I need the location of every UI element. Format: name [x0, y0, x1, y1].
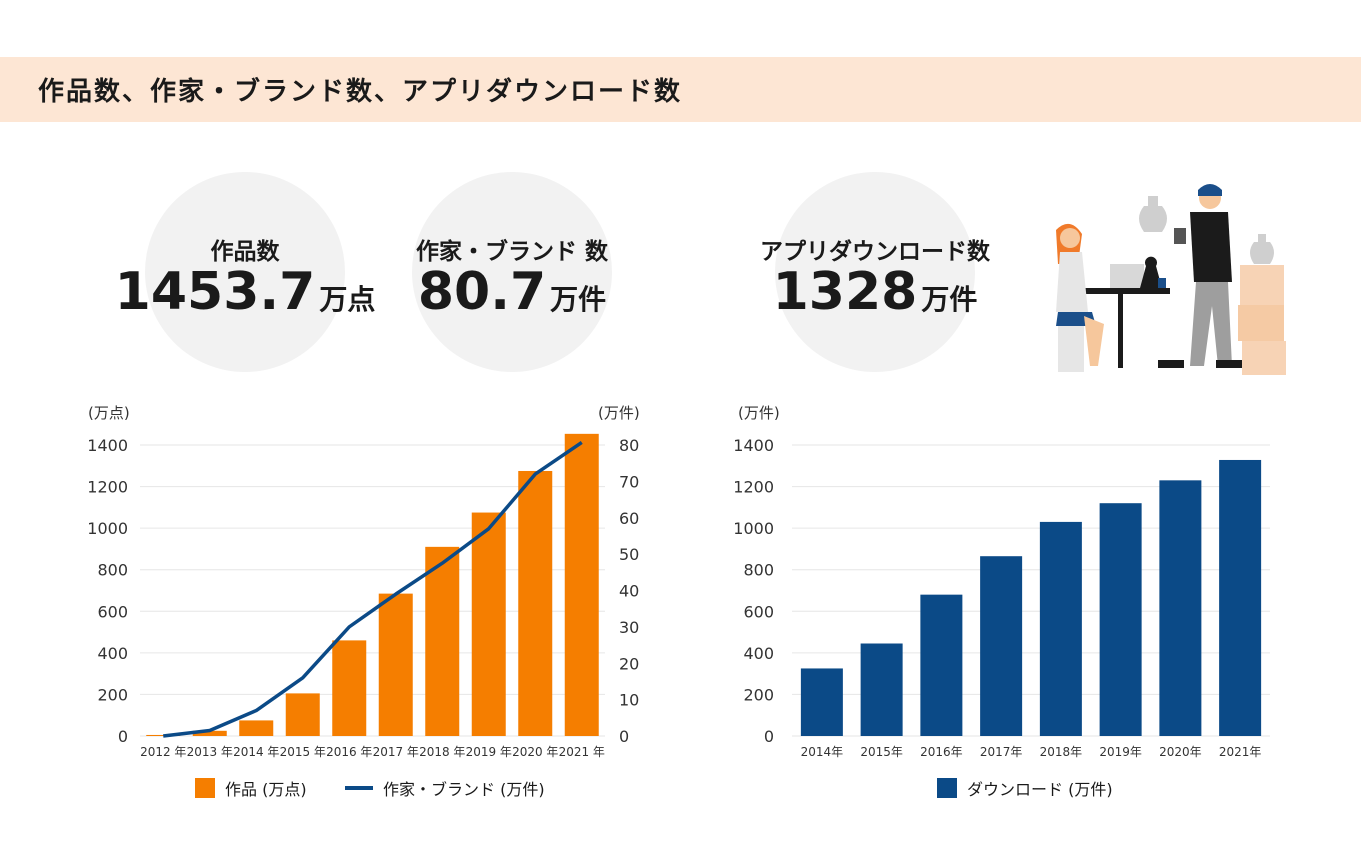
- x-tick-label: 2021 年: [559, 745, 605, 759]
- stat-circle-creators: [412, 172, 612, 372]
- stat-circle-works: [145, 172, 345, 372]
- works-creators-chart: 0 200 400 600 800 1000 1200 1400 0 10 20 30 40 50 60 70…: [87, 404, 640, 759]
- stat-value-downloads: 1328 万件: [735, 262, 1015, 322]
- illustration: [1056, 184, 1286, 375]
- stat-label-downloads: アプリダウンロード数: [760, 239, 990, 265]
- y-right-axis-label: (万件): [598, 404, 640, 422]
- y-tick-label: 800: [743, 561, 774, 580]
- stat-value-creators: 80.7 万件: [387, 262, 637, 322]
- y-right-tick-label: 50: [619, 545, 639, 564]
- y-right-tick-label: 80: [619, 436, 639, 455]
- page-title: 作品数、作家・ブランド数、アプリダウンロード数: [38, 77, 683, 107]
- bar-works: [332, 640, 367, 736]
- x-tick-label: 2020年: [1159, 745, 1202, 759]
- bar-downloads: [1039, 521, 1082, 736]
- y-left-tick-label: 800: [97, 561, 128, 580]
- y-tick-label: 1400: [733, 436, 774, 455]
- stat-number-creators: 80.7: [417, 262, 547, 322]
- x-tick-label: 2017 年: [373, 745, 419, 759]
- stat-unit-works: 万点: [319, 283, 376, 316]
- x-tick-label: 2016 年: [326, 745, 372, 759]
- x-tick-label: 2018 年: [419, 745, 465, 759]
- legend-downloads: ダウンロード (万件): [937, 776, 1113, 800]
- x-tick-label: 2013 年: [187, 745, 233, 759]
- stat-value-works: 1453.7 万点: [110, 262, 380, 322]
- x-tick-label: 2012 年: [140, 745, 186, 759]
- y-tick-label: 1000: [733, 519, 774, 538]
- bar-works: [518, 470, 553, 736]
- y-axis-label: (万件): [738, 404, 780, 422]
- legend-line-creators: [345, 786, 373, 790]
- bar-works: [471, 512, 506, 736]
- x-tick-label: 2018年: [1040, 745, 1083, 759]
- stat-number-downloads: 1328: [772, 262, 918, 322]
- stat-circle-downloads: [775, 172, 975, 372]
- stat-label-works: 作品数: [210, 239, 280, 265]
- bar-downloads: [800, 668, 843, 736]
- y-right-tick-label: 60: [619, 509, 639, 528]
- legend-label-downloads: ダウンロード (万件): [967, 780, 1113, 799]
- x-tick-label: 2014年: [801, 745, 844, 759]
- y-left-tick-label: 1200: [87, 478, 128, 497]
- bar-works: [285, 693, 320, 736]
- bar-downloads: [920, 594, 963, 736]
- x-tick-label: 2021年: [1219, 745, 1262, 759]
- stat-unit-downloads: 万件: [921, 283, 978, 316]
- x-tick-label: 2017年: [980, 745, 1023, 759]
- legend-works: 作品 (万点): [195, 776, 307, 800]
- legend-creators: 作家・ブランド (万件): [345, 776, 545, 800]
- header-banner: 作品数、作家・ブランド数、アプリダウンロード数: [0, 57, 1361, 122]
- y-right-tick-label: 0: [619, 727, 629, 746]
- stat-label-creators: 作家・ブランド 数: [415, 239, 608, 265]
- x-tick-label: 2014 年: [233, 745, 279, 759]
- y-left-tick-label: 400: [97, 644, 128, 663]
- stat-unit-creators: 万件: [550, 283, 607, 316]
- line-creators: [163, 441, 583, 738]
- bar-downloads: [1099, 503, 1142, 736]
- bar-works: [425, 546, 460, 736]
- y-left-tick-label: 0: [118, 727, 128, 746]
- x-tick-label: 2020 年: [512, 745, 558, 759]
- y-tick-label: 1200: [733, 478, 774, 497]
- y-right-tick-label: 20: [619, 654, 639, 673]
- bar-downloads: [980, 556, 1023, 736]
- y-left-tick-label: 1000: [87, 519, 128, 538]
- bar-works: [378, 593, 413, 736]
- legend-label-creators: 作家・ブランド (万件): [383, 780, 545, 799]
- legend-swatch-works: [195, 778, 215, 798]
- y-left-tick-label: 200: [97, 685, 128, 704]
- y-right-tick-label: 30: [619, 618, 639, 637]
- y-right-tick-label: 40: [619, 582, 639, 601]
- stat-number-works: 1453.7: [114, 262, 316, 322]
- downloads-chart: 0 200 400 600 800 1000 1200 1400 (万件) 2014年 2015年 2…: [733, 404, 1270, 759]
- x-tick-label: 2015年: [860, 745, 903, 759]
- bar-works: [192, 730, 227, 736]
- x-tick-label: 2019年: [1099, 745, 1142, 759]
- x-tick-label: 2015 年: [280, 745, 326, 759]
- x-tick-label: 2019 年: [466, 745, 512, 759]
- bar-downloads: [1219, 459, 1262, 736]
- bar-downloads: [1159, 480, 1202, 736]
- y-tick-label: 0: [764, 727, 774, 746]
- y-right-tick-label: 10: [619, 691, 639, 710]
- x-tick-label: 2016年: [920, 745, 963, 759]
- legend-swatch-downloads: [937, 778, 957, 798]
- y-tick-label: 400: [743, 644, 774, 663]
- y-tick-label: 200: [743, 685, 774, 704]
- y-left-tick-label: 1400: [87, 436, 128, 455]
- y-left-tick-label: 600: [97, 602, 128, 621]
- legend-label-works: 作品 (万点): [225, 780, 307, 799]
- bar-works: [564, 433, 599, 736]
- bar-works: [239, 720, 274, 736]
- y-left-axis-label: (万点): [88, 404, 130, 422]
- y-tick-label: 600: [743, 602, 774, 621]
- y-right-tick-label: 70: [619, 472, 639, 491]
- bar-downloads: [860, 643, 903, 736]
